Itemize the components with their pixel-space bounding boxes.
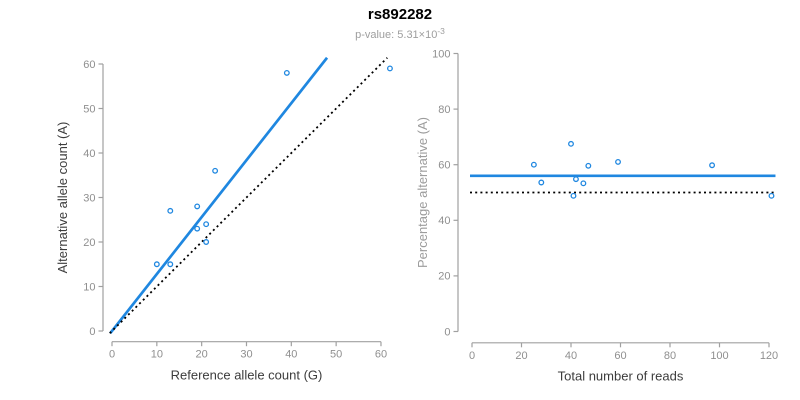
data-point	[585, 162, 592, 169]
data-point	[768, 192, 775, 199]
data-point	[283, 69, 290, 76]
y-tick-label: 40	[83, 148, 95, 160]
data-point	[167, 207, 174, 214]
data-point	[568, 140, 574, 147]
y-tick-label: 30	[83, 192, 95, 204]
data-point	[203, 239, 210, 245]
x-tick-label: 50	[330, 349, 342, 361]
x-tick-label: 0	[109, 349, 115, 361]
p-value-exponent: -3	[437, 26, 445, 36]
figure-subtitle: p-value: 5.31×10-3	[0, 26, 800, 41]
x-tick-label: 0	[469, 350, 475, 362]
data-point	[573, 176, 579, 183]
x-tick-label: 40	[565, 350, 577, 362]
data-point	[167, 261, 174, 268]
x-tick-label: 10	[151, 349, 163, 361]
data-point	[570, 192, 577, 199]
plot-panel-percentage: 0 20 40 60 80 100 120 0 20 40 60 80 100 Total number …	[415, 48, 778, 383]
x-tick-label: 120	[760, 350, 778, 362]
x-tick-label: 20	[196, 349, 208, 361]
data-point	[538, 179, 545, 186]
y-tick-label: 40	[438, 215, 450, 227]
data-point	[194, 203, 201, 210]
identity-line	[109, 57, 388, 334]
x-tick-label: 80	[664, 350, 676, 362]
y-tick-label: 20	[438, 271, 450, 283]
figure-title: rs892282	[367, 6, 433, 23]
y-tick-label: 20	[83, 237, 95, 249]
plot-panel-counts: 0 10 20 30 40 50 60 0 10 20 30 40 50 60 Reference alle…	[55, 56, 393, 383]
data-point	[203, 221, 210, 228]
y-tick-label: 0	[89, 326, 95, 338]
x-axis-title: Total number of reads	[558, 369, 684, 384]
x-tick-label: 20	[515, 350, 527, 362]
y-tick-label: 100	[432, 48, 450, 60]
x-tick-label: 60	[614, 350, 626, 362]
y-tick-label: 10	[83, 281, 95, 293]
data-point	[386, 65, 393, 72]
data-point	[615, 158, 621, 165]
data-point	[709, 162, 716, 169]
data-point	[194, 225, 201, 232]
x-tick-label: 100	[710, 350, 728, 362]
x-tick-label: 30	[240, 349, 252, 361]
data-point	[153, 261, 160, 268]
y-axis-title: Percentage alternative (A)	[415, 117, 430, 268]
fitted-ratio-line	[109, 56, 329, 335]
x-tick-label: 40	[285, 349, 297, 361]
x-axis-title: Reference allele count (G)	[171, 368, 323, 383]
x-tick-label: 60	[375, 349, 387, 361]
data-point	[530, 161, 537, 168]
y-tick-label: 60	[438, 160, 450, 172]
y-tick-label: 80	[438, 104, 450, 116]
data-point	[212, 167, 219, 174]
p-value-label: p-value: 5.31×10	[355, 29, 438, 41]
data-point	[580, 180, 587, 187]
y-tick-label: 50	[83, 103, 95, 115]
y-tick-label: 0	[444, 326, 450, 338]
y-axis-title: Alternative allele count (A)	[55, 122, 70, 274]
y-tick-label: 60	[83, 59, 95, 71]
